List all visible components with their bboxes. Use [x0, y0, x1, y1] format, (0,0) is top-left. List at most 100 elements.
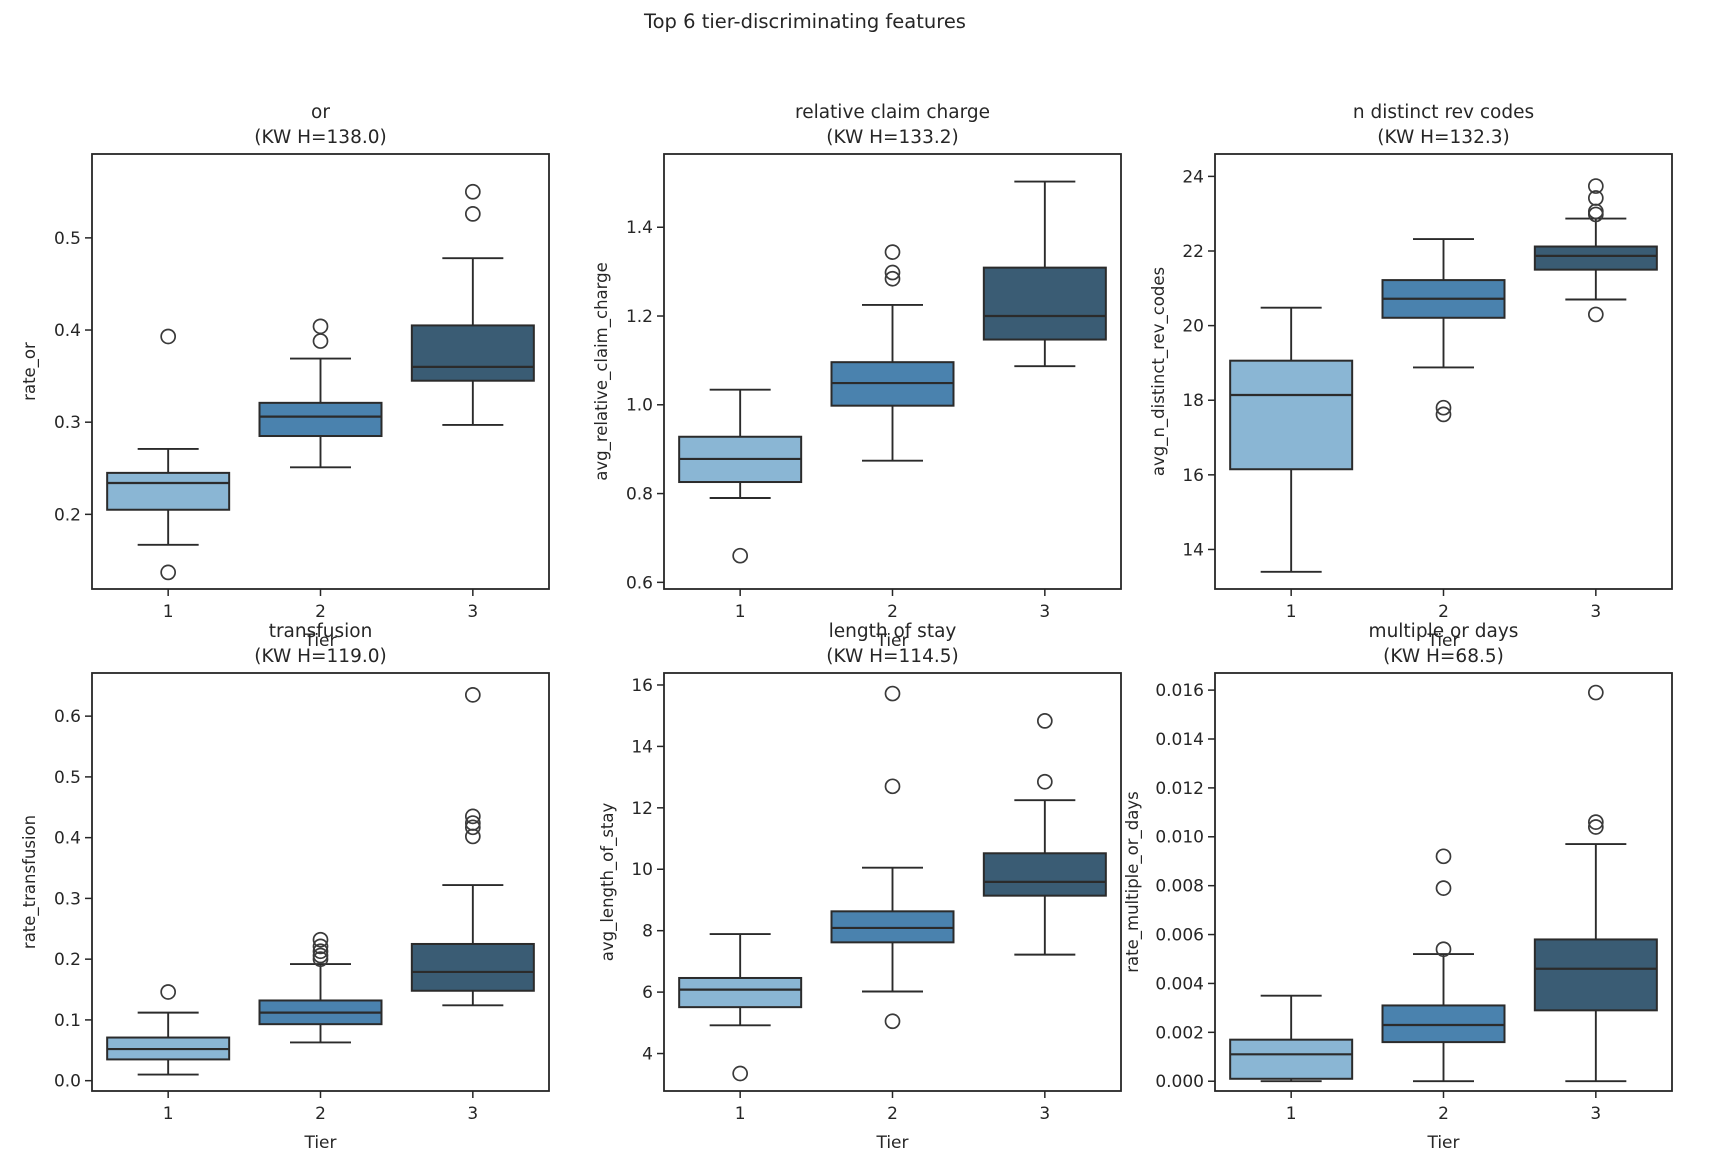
outlier-point	[1587, 814, 1604, 830]
outlier-point	[1587, 306, 1604, 323]
boxplot-tier-3	[982, 180, 1107, 368]
boxplot-tier-3	[410, 687, 535, 1007]
boxplot-tier-3	[1533, 178, 1658, 323]
y-tick-label: 0.016	[1155, 681, 1204, 701]
y-tick-label: 0.6	[626, 573, 653, 593]
x-axis-label: Tier	[303, 631, 336, 651]
x-tick-label: 1	[735, 1104, 746, 1124]
y-tick-label: 20	[1182, 317, 1204, 337]
subplot-title: relative claim charge	[795, 102, 990, 123]
outlier-point	[1587, 190, 1604, 206]
y-tick-label: 0.2	[54, 505, 81, 525]
subplot-subtitle: (KW H=138.0)	[254, 127, 386, 148]
y-tick-label: 0.000	[1155, 1072, 1204, 1092]
outlier-point	[884, 685, 901, 702]
outlier-point	[1036, 713, 1053, 729]
subplot-subtitle: (KW H=68.5)	[1383, 646, 1504, 667]
iqr-box	[410, 324, 535, 382]
iqr-box	[982, 852, 1107, 897]
subplot-subtitle: (KW H=132.3)	[1377, 127, 1509, 148]
x-axis-label: Tier	[303, 1133, 336, 1153]
boxplot-tier-1	[678, 388, 803, 564]
iqr-box	[1533, 245, 1658, 271]
boxplot-tier-2	[258, 931, 383, 1044]
outlier-point	[160, 984, 177, 1000]
figure-title: Top 6 tier-discriminating features	[644, 10, 966, 33]
outlier-point	[312, 951, 329, 968]
iqr-box	[106, 471, 231, 511]
y-tick-label: 0.008	[1155, 877, 1204, 897]
y-tick-label: 0.3	[54, 413, 81, 433]
boxplot-tier-2	[1381, 848, 1506, 1083]
y-tick-label: 0.8	[626, 485, 653, 505]
y-tick-label: 1.0	[626, 396, 653, 416]
x-tick-label: 2	[1438, 1104, 1449, 1124]
y-tick-label: 6	[642, 983, 653, 1003]
x-tick-label: 3	[1039, 602, 1050, 622]
x-tick-label: 3	[1590, 602, 1601, 622]
subplot-relative-claim-charge: relative claim charge (KW H=133.2) 0.6 0.8 1…	[592, 102, 1122, 651]
outlier-point	[1435, 406, 1452, 423]
y-axis-label: avg_n_distinct_rev_codes	[1149, 267, 1169, 476]
boxplot-tier-3	[1533, 684, 1658, 1083]
outlier-point	[884, 244, 901, 260]
x-tick-label: 2	[887, 1104, 898, 1124]
y-tick-label: 24	[1182, 167, 1204, 187]
x-tick-label: 1	[1286, 602, 1297, 622]
iqr-box	[982, 266, 1107, 341]
y-tick-label: 10	[631, 860, 653, 880]
y-tick-label: 0.5	[54, 768, 81, 788]
outlier-point	[464, 183, 481, 200]
outlier-point	[732, 1065, 749, 1082]
y-tick-label: 0.3	[54, 889, 81, 909]
iqr-box	[1229, 1038, 1354, 1080]
outlier-point	[312, 947, 329, 964]
subplot-subtitle: (KW H=114.5)	[826, 646, 958, 667]
y-axis-label: rate_multiple_or_days	[1123, 791, 1143, 972]
y-tick-label: 0.4	[54, 321, 81, 341]
outlier-point	[464, 687, 481, 703]
y-axis-label: avg_length_of_stay	[598, 802, 618, 961]
subplot-title: n distinct rev codes	[1353, 102, 1534, 123]
iqr-box	[678, 976, 803, 1009]
subplot-transfusion: transfusion (KW H=119.0) 0.0 0.1 0.2 0.3 0.4 0.…	[20, 621, 550, 1153]
x-tick-label: 2	[315, 602, 326, 622]
y-tick-label: 22	[1182, 242, 1204, 262]
outlier-point	[884, 778, 901, 795]
subplot-title: or	[311, 102, 330, 123]
axes-frame	[1214, 153, 1673, 590]
outlier-point	[1587, 203, 1604, 220]
axes-frame	[663, 672, 1122, 1092]
subplot-length-of-stay: length of stay(KW H=114.5)46810121416avg…	[598, 621, 1122, 1153]
x-tick-label: 1	[163, 602, 174, 622]
outlier-point	[312, 938, 329, 955]
iqr-box	[410, 942, 535, 992]
iqr-box	[1381, 1004, 1506, 1044]
outlier-point	[160, 564, 177, 581]
x-tick-label: 2	[315, 1104, 326, 1124]
outlier-point	[1435, 941, 1452, 958]
x-tick-label: 1	[1286, 1104, 1297, 1124]
boxplot-tier-1	[678, 933, 803, 1082]
subplot-n-distinct-rev-codes: n distinct rev codes (KW H=132.3) 14 16 18 20…	[1149, 102, 1673, 651]
subplot-title: transfusion	[269, 621, 373, 642]
subplot-multiple-or-days: multiple or days (KW H=68.5) 0.000 0.002 0.0…	[1123, 621, 1673, 1153]
y-tick-label: 0.1	[54, 1011, 81, 1031]
outlier-point	[312, 318, 329, 335]
y-tick-label: 14	[631, 737, 653, 757]
y-tick-label: 1.4	[626, 218, 653, 238]
boxplot-tier-1	[106, 328, 231, 581]
y-tick-label: 12	[631, 799, 653, 819]
y-tick-label: 0.6	[54, 707, 81, 727]
x-tick-label: 3	[1039, 1104, 1050, 1124]
y-tick-label: 0.5	[54, 229, 81, 249]
outlier-point	[1435, 399, 1452, 416]
outlier-point	[1435, 880, 1452, 896]
outlier-point	[884, 264, 901, 281]
y-tick-label: 8	[642, 922, 653, 942]
boxplot-tier-2	[258, 318, 383, 469]
outlier-point	[464, 815, 481, 831]
x-tick-label: 3	[467, 1104, 478, 1124]
y-axis-label: rate_or	[20, 342, 40, 401]
